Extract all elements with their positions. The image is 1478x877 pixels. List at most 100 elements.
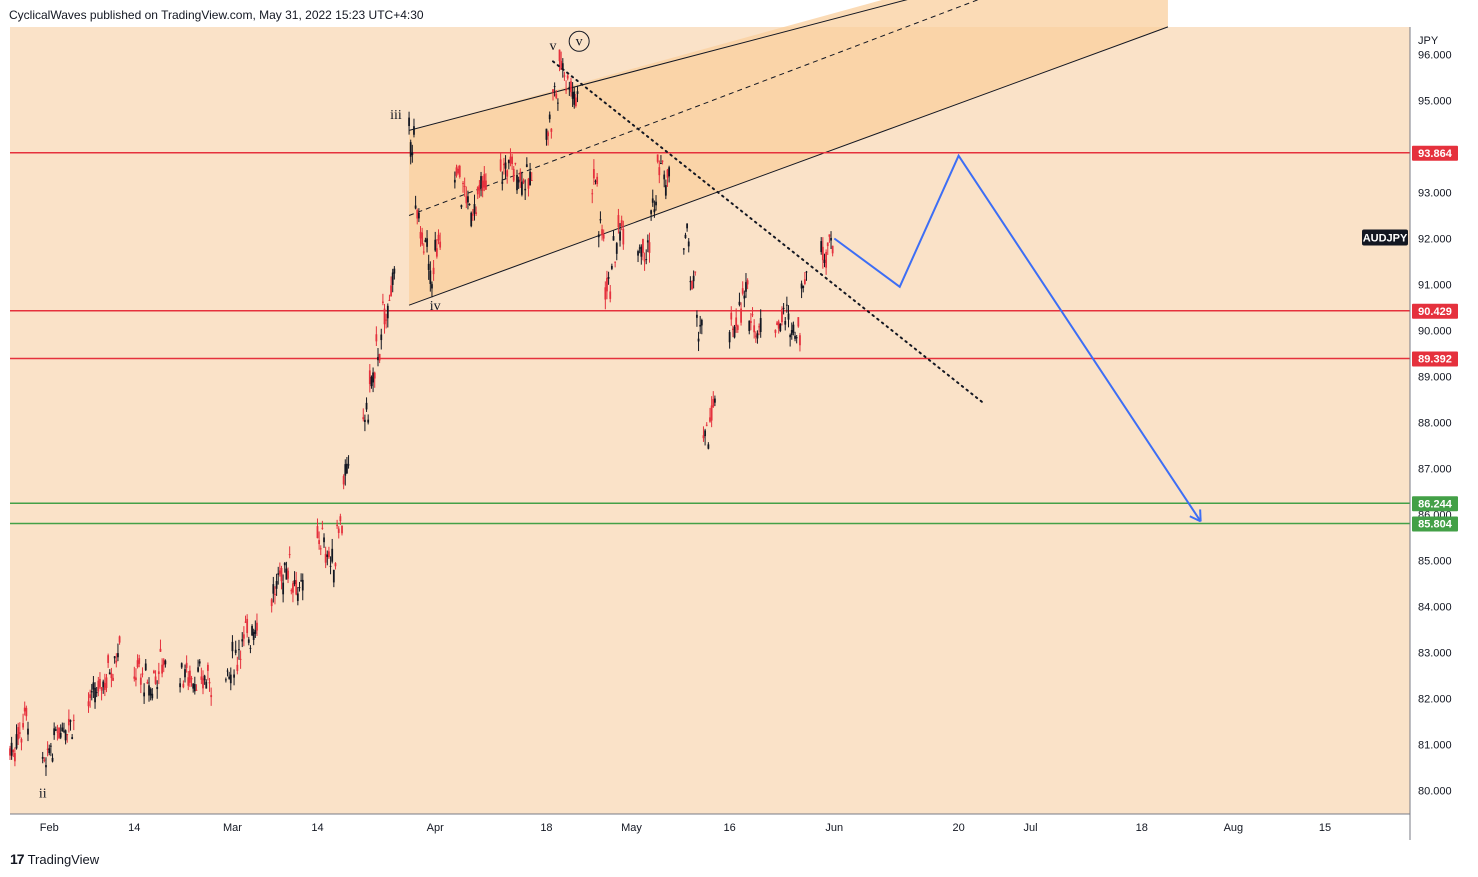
candle-body bbox=[246, 618, 249, 634]
candle-body bbox=[103, 682, 106, 690]
candle-body bbox=[408, 117, 410, 127]
price-tick-label: 82.000 bbox=[1418, 694, 1452, 706]
candle-body bbox=[504, 162, 507, 169]
candle-body bbox=[323, 537, 325, 543]
candle-body bbox=[820, 241, 823, 253]
candle-body bbox=[645, 259, 648, 261]
candle-body bbox=[668, 167, 671, 177]
candle-body bbox=[800, 283, 803, 289]
candle-body bbox=[740, 308, 742, 323]
price-axis[interactable]: 80.00081.00082.00083.00084.00085.00086.0… bbox=[1412, 50, 1458, 798]
candle-body bbox=[377, 356, 379, 361]
symbol-badge[interactable]: AUDJPY bbox=[1362, 229, 1408, 246]
time-tick-label: Feb bbox=[40, 822, 59, 834]
price-tick-label: 92.000 bbox=[1418, 234, 1452, 246]
price-tick-label: 93.000 bbox=[1418, 188, 1452, 200]
candle-body bbox=[256, 622, 258, 631]
candle-body bbox=[596, 176, 599, 185]
tradingview-logo-icon: 17 bbox=[10, 851, 25, 867]
candle-body bbox=[563, 75, 566, 77]
candle-body bbox=[468, 204, 471, 206]
candle-body bbox=[427, 263, 430, 270]
candle-body bbox=[295, 580, 298, 595]
candle-body bbox=[385, 319, 388, 321]
candle-body bbox=[157, 671, 160, 675]
candle-body bbox=[789, 335, 792, 338]
candle-body bbox=[206, 664, 209, 671]
candle-body bbox=[18, 732, 21, 734]
projection-arrowhead bbox=[1199, 509, 1202, 522]
candle-body bbox=[409, 142, 412, 157]
candle-body bbox=[90, 691, 93, 693]
level-price-label: 86.244 bbox=[1418, 498, 1453, 510]
tradingview-logo[interactable]: 17 TradingView bbox=[10, 851, 99, 867]
candle-body bbox=[646, 240, 649, 243]
price-tick-label: 90.000 bbox=[1418, 326, 1452, 338]
candle-body bbox=[383, 308, 386, 325]
candle-body bbox=[574, 97, 577, 107]
candle-body bbox=[663, 174, 666, 180]
candle-body bbox=[745, 282, 747, 292]
candle-body bbox=[689, 281, 692, 283]
candle-body bbox=[751, 314, 754, 316]
candle-body bbox=[87, 701, 90, 707]
candle-body bbox=[108, 672, 111, 675]
candle-body bbox=[380, 334, 383, 341]
candle-body bbox=[521, 181, 523, 195]
time-tick-label: Mar bbox=[223, 822, 242, 834]
candle-body bbox=[56, 731, 59, 733]
candle-body bbox=[694, 271, 697, 273]
candle-body bbox=[704, 430, 706, 437]
candle-body bbox=[458, 165, 461, 177]
candle-body bbox=[224, 679, 227, 681]
candle-body bbox=[94, 687, 96, 703]
candle-body bbox=[503, 163, 505, 166]
candle-body bbox=[825, 251, 828, 268]
candle-body bbox=[72, 719, 75, 721]
candle-body bbox=[210, 695, 213, 698]
candle-body bbox=[607, 277, 610, 279]
candle-body bbox=[105, 677, 108, 688]
candle-body bbox=[190, 677, 193, 680]
candle-body bbox=[483, 174, 486, 188]
candle-body bbox=[301, 579, 304, 591]
candle-body bbox=[467, 196, 469, 203]
candle-body bbox=[422, 251, 425, 253]
price-tick-label: 80.000 bbox=[1418, 786, 1452, 798]
level-price-label: 89.392 bbox=[1418, 353, 1452, 365]
candle-body bbox=[143, 692, 146, 697]
publisher-header: CyclicalWaves published on TradingView.c… bbox=[9, 8, 424, 22]
price-tick-label: 83.000 bbox=[1418, 648, 1452, 660]
candle-body bbox=[46, 748, 49, 750]
candle-body bbox=[642, 238, 644, 253]
candle-body bbox=[342, 476, 345, 485]
candle-body bbox=[781, 309, 783, 323]
time-tick-label: Jul bbox=[1024, 822, 1038, 834]
level-price-badge bbox=[1412, 351, 1458, 367]
time-tick-label: 16 bbox=[724, 822, 736, 834]
candle-body bbox=[473, 204, 476, 214]
candle-body bbox=[244, 621, 247, 623]
candle-body bbox=[555, 93, 558, 99]
candle-body bbox=[803, 279, 806, 284]
candle-body bbox=[153, 670, 155, 674]
candle-body bbox=[784, 321, 787, 325]
candle-body bbox=[138, 658, 141, 664]
candle-body bbox=[516, 174, 518, 191]
candle-body bbox=[424, 239, 427, 243]
candle-body bbox=[470, 212, 473, 227]
dotted-trendline bbox=[551, 60, 986, 406]
candle-body bbox=[506, 170, 509, 177]
candle-body bbox=[27, 728, 29, 735]
candle-body bbox=[730, 312, 733, 320]
candle-body bbox=[372, 372, 374, 383]
candle-body bbox=[480, 176, 482, 189]
time-axis[interactable]: Feb 14 Mar 14 Apr 18 May 16 Jun 20 Jul 18 Aug 15 bbox=[40, 822, 1331, 834]
candle-body bbox=[368, 370, 371, 385]
candle-body bbox=[112, 677, 114, 681]
candle-body bbox=[684, 234, 687, 239]
candle-body bbox=[136, 660, 139, 668]
candle-body bbox=[22, 723, 24, 728]
candle-body bbox=[823, 259, 826, 263]
